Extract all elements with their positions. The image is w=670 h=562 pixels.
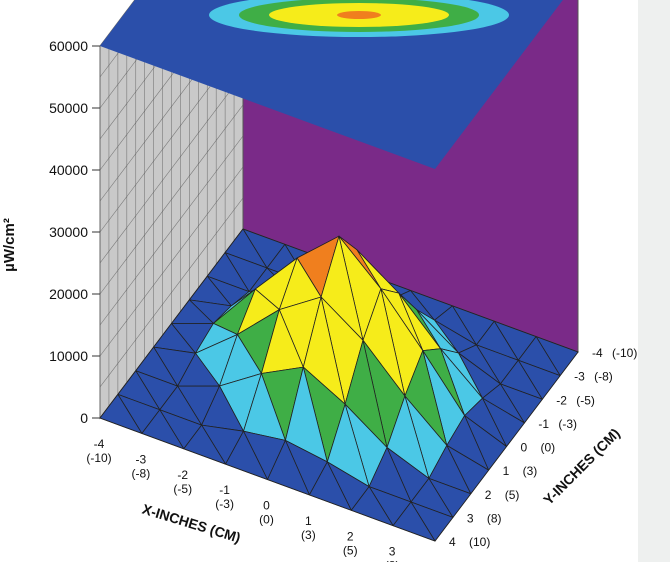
y-tick-label-cm: (-3) [558,417,577,431]
y-tick-label-cm: (-8) [594,370,613,384]
surface-facet [225,430,268,480]
x-tick-label-cm: (8) [385,559,400,562]
y-tick-label: -3 [574,370,585,384]
y-tick-label-cm: (-5) [576,393,595,407]
z-tick-label: 60000 [49,38,88,54]
y-tick-label-cm: (10) [469,535,490,549]
left-wall-gridline [99,197,244,388]
left-wall-gridline [99,135,244,326]
y-tick-label-cm: (5) [505,488,520,502]
y-tick-label: -2 [556,393,567,407]
y-tick-label-cm: (8) [487,511,502,525]
top-cap [100,0,563,169]
chart-walls [99,0,579,420]
surface-mesh [99,228,579,542]
surface-facet [141,409,185,450]
y-axis-title: Y-INCHES (CM) [540,425,623,508]
x-tick-label-cm: (-10) [86,451,111,465]
y-tick-label-cm: (-10) [612,346,637,360]
surface-facet [392,501,436,542]
x-tick-label-cm: (3) [301,528,316,542]
z-tick-label: 50000 [49,100,88,116]
left-wall-gridline [99,104,244,295]
surface-facet [99,393,143,434]
surface-facet [350,486,394,526]
z-axis: 0 10000 20000 30000 40000 50000 60000 [49,38,100,426]
x-tick-label-cm: (-5) [173,482,192,496]
x-tick-label: 3 [389,545,396,559]
z-tick-label: 20000 [49,286,88,302]
surface-facet [267,439,310,496]
top-cap-contour [337,11,381,19]
z-tick-label: 0 [80,410,88,426]
x-tick-label: -2 [177,468,188,482]
surface-facet [308,461,352,511]
x-tick-label: 0 [263,499,270,513]
z-axis-title: µW/cm² [1,218,18,272]
y-tick-label: 1 [503,464,510,478]
x-tick-label: -4 [94,437,105,451]
x-tick-label-cm: (5) [343,543,358,557]
x-tick-label-cm: (0) [259,513,274,527]
y-tick-label-cm: (0) [541,441,556,455]
x-axis: -4(-10) -3(-8) -2(-5) -1(-3) 0(0) 1(3) 2(5) 3(8… [86,437,438,562]
x-tick-label: -3 [136,452,147,466]
y-tick-label-cm: (3) [523,464,538,478]
left-wall-gridline [99,166,244,357]
z-tick-label: 10000 [49,348,88,364]
x-tick-label-cm: (-3) [215,497,234,511]
x-tick-label: 2 [347,529,354,543]
y-tick-label: 4 [449,535,456,549]
surface-facet [183,424,227,465]
x-tick-label: 4 [431,560,438,562]
x-tick-label: -1 [219,483,230,497]
y-tick-label: -4 [592,346,603,360]
y-tick-label: 0 [521,441,528,455]
y-axis: -4 (-10) -3 (-8) -2 (-5) -1 (-3) 0 (0) 1 (3) 2 (5) 3 (8… [449,346,637,549]
right-margin-strip [638,0,670,562]
y-tick-label: -1 [538,417,549,431]
z-tick-label: 40000 [49,162,88,178]
z-tick-label: 30000 [49,224,88,240]
x-tick-label: 1 [305,514,312,528]
y-tick-label: 3 [467,511,474,525]
y-tick-label: 2 [485,488,492,502]
x-tick-label-cm: (-8) [132,466,151,480]
left-wall-gridline [99,73,244,264]
